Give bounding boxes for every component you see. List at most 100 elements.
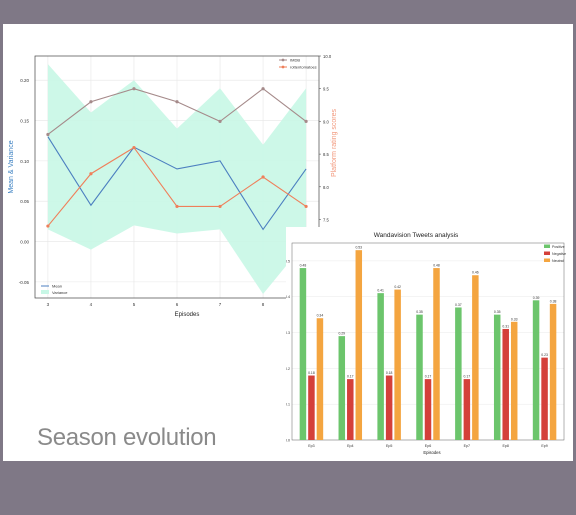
data-label: 0.31 (502, 324, 509, 328)
data-label: 0.18 (308, 371, 315, 375)
series-point-2 (132, 145, 136, 150)
data-label: 0.46 (472, 271, 479, 275)
y-tick-label: 0.0 (286, 439, 290, 443)
x-tick-label: 7 (219, 302, 222, 307)
data-label: 0.29 (338, 332, 345, 336)
series-point-1 (304, 119, 308, 124)
legend-swatch (41, 290, 49, 294)
data-label: 0.17 (425, 375, 432, 379)
legend-swatch (544, 251, 550, 255)
data-label: 0.18 (386, 371, 393, 375)
series-point-2 (218, 204, 222, 209)
legend-label: rottentomatoes (290, 65, 317, 70)
y2-axis-label: Platform rating scores (331, 108, 338, 177)
legend-label: IMDB (290, 58, 300, 63)
bar-positive (416, 314, 423, 440)
series-line-0 (47, 136, 307, 231)
legend-label: Negative (552, 252, 566, 256)
legend-swatch (544, 258, 550, 262)
x-tick-label: Ep8 (503, 444, 509, 448)
series-point-1 (261, 87, 265, 91)
y2-tick-label: 8.5 (323, 152, 329, 157)
x-tick-label: Ep3 (308, 444, 314, 448)
series-point-2 (46, 224, 50, 228)
x-tick-label: 8 (262, 302, 265, 307)
bar-positive (299, 268, 307, 440)
y-tick-label: -0.05 (19, 280, 30, 285)
x-tick-label: Ep7 (464, 444, 470, 448)
bar-neutral (472, 275, 479, 440)
legend-label: Mean (52, 284, 62, 289)
data-label: 0.39 (533, 296, 540, 300)
y-tick-label: 0.4 (286, 295, 290, 299)
x-axis-label: Episodes (175, 312, 200, 318)
bar-negative (347, 379, 354, 440)
y2-tick-label: 9.0 (323, 119, 329, 124)
x-tick-label: 4 (90, 302, 93, 307)
series-point-1 (89, 100, 93, 104)
y-axis-label: Mean & Variance (8, 140, 15, 193)
bar-negative (424, 379, 432, 440)
bar-positive (338, 336, 346, 440)
series-point-2 (261, 175, 265, 179)
data-label: 0.48 (300, 264, 307, 268)
line-chart: 0.200.150.100.050.00-0.05345678910.09.59… (8, 54, 338, 318)
legend-swatch (544, 244, 550, 248)
data-label: 0.37 (455, 303, 462, 307)
series-point-2 (175, 204, 179, 209)
data-label: 0.33 (511, 317, 518, 321)
y-tick-label: 0.3 (286, 331, 290, 335)
series-point-1 (175, 100, 179, 104)
bar-neutral (510, 321, 518, 440)
data-label: 0.17 (464, 375, 471, 379)
data-label: 0.41 (377, 289, 384, 293)
data-label: 0.23 (541, 353, 548, 357)
chart-title: Wandavision Tweets analysis (374, 232, 459, 239)
variance-band (47, 64, 307, 294)
y-tick-label: 0.5 (286, 259, 290, 263)
series-point-1 (132, 87, 136, 91)
x-tick-label: Ep4 (347, 444, 353, 448)
slide: 0.200.150.100.050.00-0.05345678910.09.59… (3, 24, 573, 461)
data-label: 0.53 (355, 246, 362, 250)
data-label: 0.48 (433, 264, 440, 268)
bar-neutral (316, 318, 324, 440)
y-tick-label: 0.05 (20, 199, 29, 204)
y2-tick-label: 7.5 (323, 218, 329, 223)
y-tick-label: 0.00 (20, 240, 29, 245)
bar-negative (502, 328, 509, 440)
x-tick-label: 3 (47, 302, 50, 307)
y-tick-label: 0.15 (20, 119, 29, 124)
x-tick-label: 5 (133, 302, 136, 307)
y2-tick-label: 9.5 (323, 87, 329, 92)
x-tick-label: Ep5 (386, 444, 392, 448)
bar-negative (541, 357, 548, 440)
bar-positive (377, 293, 384, 440)
legend-label: Positive (552, 245, 565, 249)
series-point-1 (46, 132, 50, 137)
bar-positive (493, 314, 501, 440)
y-tick-label: 0.2 (286, 367, 290, 371)
y-tick-label: 0.20 (20, 78, 29, 83)
slide-title: Season evolution (37, 424, 217, 451)
x-tick-label: 6 (176, 302, 179, 307)
y2-tick-label: 8.0 (323, 185, 329, 190)
x-tick-label: Ep6 (425, 444, 431, 448)
data-label: 0.42 (394, 285, 401, 289)
y-tick-label: 0.1 (286, 403, 290, 407)
bar-neutral (549, 303, 557, 440)
data-label: 0.34 (317, 314, 324, 318)
legend-marker (281, 65, 285, 69)
bar-positive (532, 300, 540, 440)
legend-marker (281, 58, 285, 62)
y2-tick-label: 10.0 (323, 54, 332, 59)
legend-label: Variance (52, 290, 68, 295)
legend-label: Neutral (552, 259, 564, 263)
x-tick-label: Ep9 (541, 444, 547, 448)
data-label: 0.35 (494, 310, 501, 314)
data-label: 0.17 (347, 375, 354, 379)
bar-neutral (394, 289, 401, 440)
bar-negative (463, 379, 471, 440)
series-point-2 (304, 204, 308, 209)
series-point-2 (89, 172, 93, 176)
